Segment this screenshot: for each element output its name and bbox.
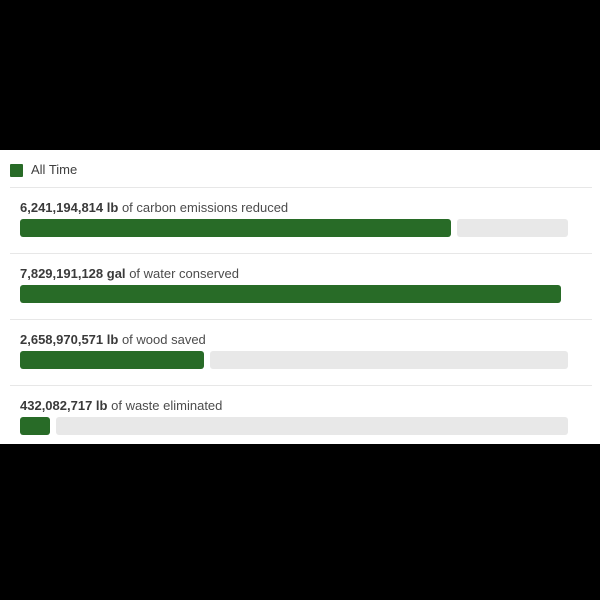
impact-stats-panel: All Time 6,241,194,814 lb of carbon emis… — [0, 150, 600, 444]
metric-value: 2,658,970,571 — [20, 332, 104, 347]
metric-description: of waste eliminated — [111, 398, 223, 413]
bar-track — [20, 219, 568, 237]
bar-remainder — [56, 417, 568, 435]
divider — [10, 385, 592, 386]
metrics-list: 6,241,194,814 lb of carbon emissions red… — [0, 187, 600, 435]
metric-label: 2,658,970,571 lb of wood saved — [20, 333, 580, 347]
metric-unit: lb — [106, 332, 119, 347]
bar-remainder — [210, 351, 568, 369]
bar-track — [20, 351, 568, 369]
metric-unit: gal — [106, 266, 126, 281]
metric-row: 6,241,194,814 lb of carbon emissions red… — [0, 187, 600, 237]
metric-row: 432,082,717 lb of waste eliminated — [0, 385, 600, 435]
legend-swatch-icon — [10, 163, 23, 177]
metric-value: 7,829,191,128 — [20, 266, 104, 281]
divider — [10, 187, 592, 188]
legend-label: All Time — [31, 162, 78, 177]
metric-row: 7,829,191,128 gal of water conserved — [0, 253, 600, 303]
metric-value: 6,241,194,814 — [20, 200, 104, 215]
bar-track — [20, 417, 568, 435]
bar-remainder — [457, 219, 568, 237]
metric-unit: lb — [95, 398, 108, 413]
bar-fill — [20, 285, 561, 303]
legend-item-all-time[interactable]: All Time — [10, 163, 600, 177]
metric-row: 2,658,970,571 lb of wood saved — [0, 319, 600, 369]
metric-value: 432,082,717 — [20, 398, 93, 413]
metric-description: of carbon emissions reduced — [121, 200, 289, 215]
metric-description: of water conserved — [129, 266, 240, 281]
divider — [10, 319, 592, 320]
metric-description: of wood saved — [121, 332, 206, 347]
bar-fill — [20, 351, 204, 369]
bar-fill — [20, 417, 50, 435]
metric-label: 432,082,717 lb of waste eliminated — [20, 399, 580, 413]
metric-label: 6,241,194,814 lb of carbon emissions red… — [20, 201, 580, 215]
metric-label: 7,829,191,128 gal of water conserved — [20, 267, 580, 281]
metric-unit: lb — [106, 200, 119, 215]
bar-track — [20, 285, 568, 303]
divider — [10, 253, 592, 254]
bar-fill — [20, 219, 451, 237]
